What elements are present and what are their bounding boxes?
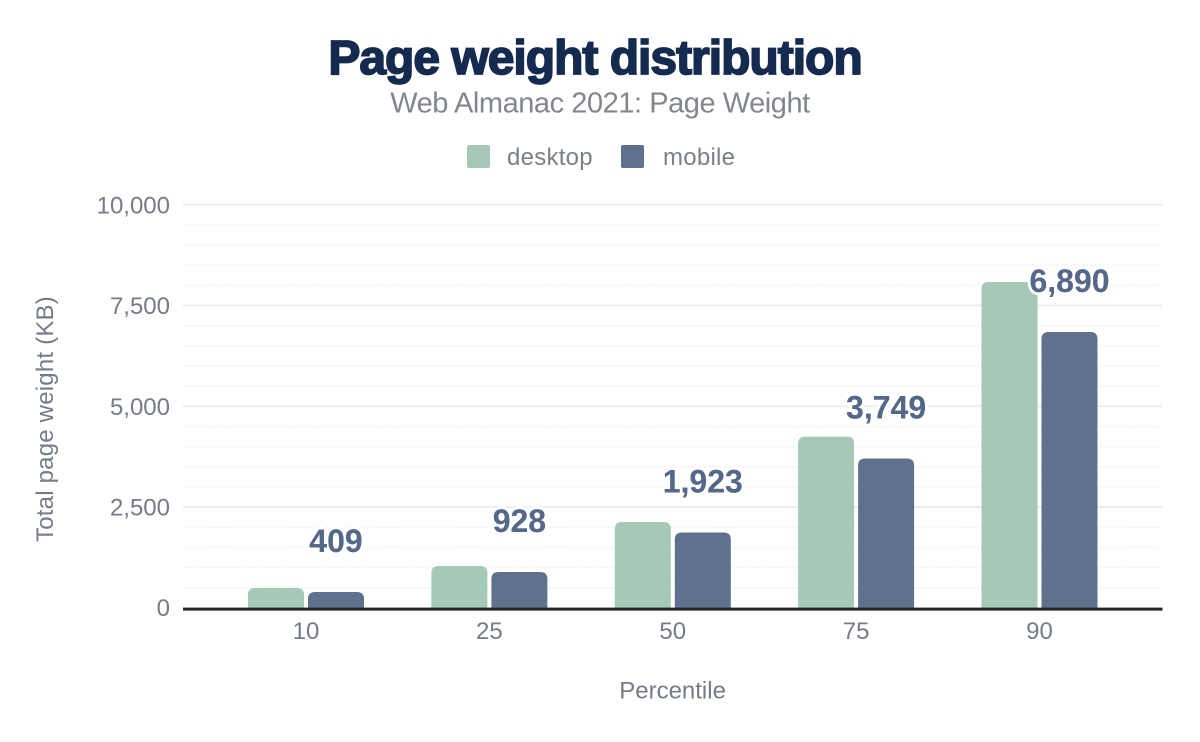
svg-text:Total page weight (KB): Total page weight (KB) <box>32 296 59 542</box>
svg-text:0: 0 <box>157 595 170 622</box>
svg-text:1,923: 1,923 <box>663 464 743 500</box>
svg-text:5,000: 5,000 <box>110 394 170 421</box>
svg-text:Page weight distribution: Page weight distribution <box>328 32 861 85</box>
svg-text:10: 10 <box>293 618 320 645</box>
svg-text:1,923: 1,923 <box>663 464 743 500</box>
svg-text:6,890: 6,890 <box>1029 263 1109 299</box>
svg-text:desktop: desktop <box>507 144 593 171</box>
svg-text:50: 50 <box>659 618 686 645</box>
svg-text:2,500: 2,500 <box>110 495 170 522</box>
svg-text:3,749: 3,749 <box>846 390 926 426</box>
svg-text:90: 90 <box>1026 618 1053 645</box>
svg-text:10,000: 10,000 <box>97 192 170 219</box>
svg-text:928: 928 <box>493 503 546 539</box>
svg-text:Percentile: Percentile <box>619 678 726 705</box>
svg-text:Web Almanac 2021: Page Weight: Web Almanac 2021: Page Weight <box>390 88 810 120</box>
svg-text:6,890: 6,890 <box>1029 263 1109 299</box>
svg-text:928: 928 <box>493 503 546 539</box>
svg-text:409: 409 <box>309 523 362 559</box>
svg-text:409: 409 <box>309 523 362 559</box>
svg-text:mobile: mobile <box>663 144 735 171</box>
svg-text:3,749: 3,749 <box>846 390 926 426</box>
svg-text:75: 75 <box>843 618 870 645</box>
svg-text:7,500: 7,500 <box>110 293 170 320</box>
svg-text:25: 25 <box>476 618 503 645</box>
